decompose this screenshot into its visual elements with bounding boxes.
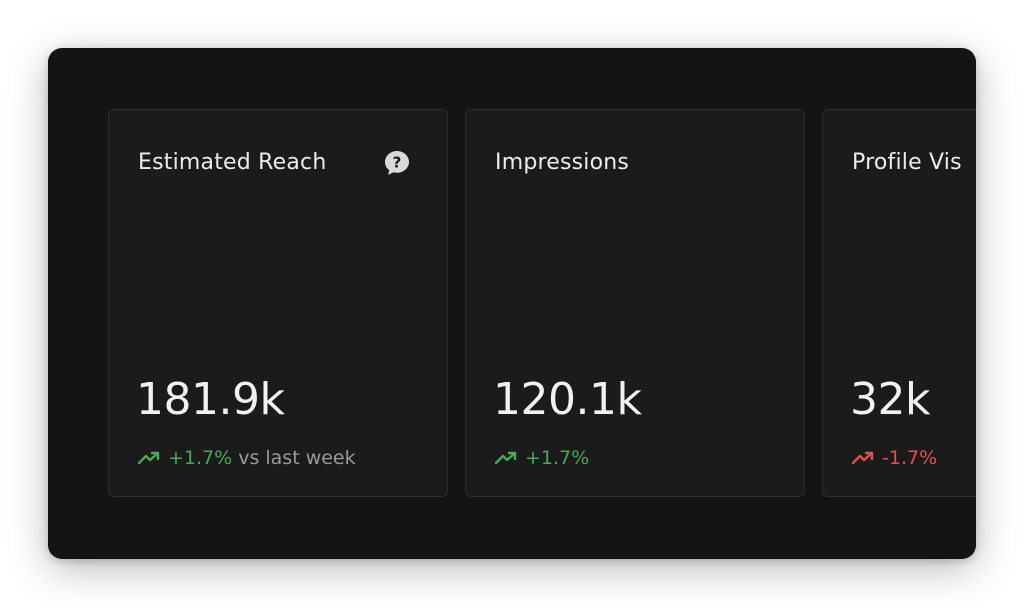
trending-down-icon [852,451,874,465]
trend-indicator: +1.7% vs last week [138,447,356,469]
svg-text:?: ? [393,154,402,172]
card-title: Impressions [495,150,630,175]
trend-indicator: +1.7% [495,447,589,469]
help-icon[interactable]: ? [383,149,411,177]
trend-change: -1.7% [882,447,938,469]
card-value: 32k [850,374,930,425]
card-value: 120.1k [493,374,642,425]
card-title: Estimated Reach [138,150,327,175]
card-title: Profile Vis [852,150,962,175]
stat-card-estimated-reach: Estimated Reach ? 181.9k +1.7% vs last w… [108,109,448,497]
trend-indicator: -1.7% [852,447,937,469]
trend-change: +1.7% [525,447,590,469]
stat-card-profile-visits: Profile Vis 32k -1.7% [822,109,976,497]
stats-panel: Estimated Reach ? 181.9k +1.7% vs last w… [48,48,976,559]
trending-up-icon [138,451,160,465]
trending-up-icon [495,451,517,465]
trend-change: +1.7% [168,447,233,469]
trend-suffix: vs last week [238,447,356,469]
stat-card-impressions: Impressions 120.1k +1.7% [465,109,805,497]
card-value: 181.9k [136,374,285,425]
